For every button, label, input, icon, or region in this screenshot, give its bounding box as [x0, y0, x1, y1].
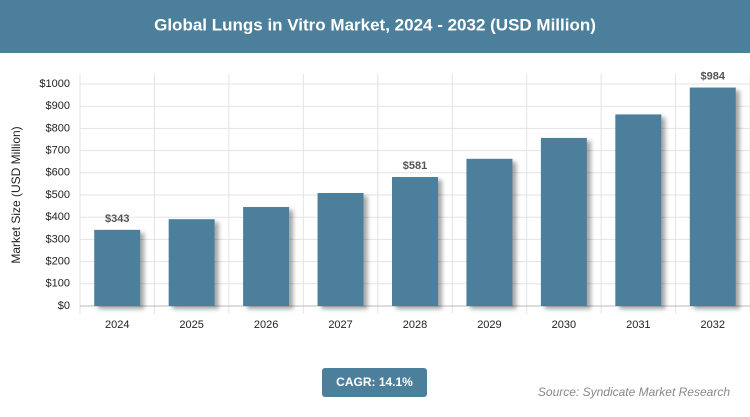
x-tick-label: 2029: [477, 319, 501, 331]
x-tick-label: 2032: [701, 319, 725, 331]
y-tick-label: $400: [46, 211, 70, 223]
value-label: $343: [105, 213, 129, 225]
cagr-text: CAGR: 14.1%: [336, 375, 413, 389]
x-tick-label: 2031: [626, 319, 650, 331]
y-tick-label: $700: [46, 145, 70, 157]
x-tick-label: 2028: [403, 319, 427, 331]
x-tick-label: 2024: [105, 319, 129, 331]
y-axis-label: Market Size (USD Million): [9, 126, 23, 263]
y-tick-label: $200: [46, 256, 70, 268]
y-tick-label: $1000: [39, 78, 70, 90]
value-label: $581: [403, 160, 427, 172]
bar: [466, 158, 513, 306]
bar: [540, 137, 587, 306]
y-tick-label: $0: [58, 300, 70, 312]
y-tick-label: $500: [46, 189, 70, 201]
x-tick-label: 2027: [328, 319, 352, 331]
cagr-badge: [322, 368, 427, 397]
y-tick-label: $900: [46, 100, 70, 112]
bar: [392, 177, 438, 306]
header-band: [0, 0, 750, 53]
y-tick-label: $100: [46, 278, 70, 290]
source-text: Source: Syndicate Market Research: [538, 385, 730, 399]
bar: [168, 219, 215, 306]
y-tick-label: $600: [46, 167, 70, 179]
bar: [317, 193, 364, 306]
y-tick-label: $800: [46, 122, 70, 134]
bar: [615, 114, 662, 306]
x-tick-label: 2025: [179, 319, 203, 331]
value-label: $984: [701, 70, 726, 82]
chart-title: Global Lungs in Vitro Market, 2024 - 203…: [154, 15, 596, 34]
y-tick-label: $300: [46, 233, 70, 245]
bar: [94, 229, 141, 306]
x-tick-label: 2030: [552, 319, 576, 331]
x-tick-label: 2026: [254, 319, 278, 331]
bar: [689, 87, 736, 306]
bar: [243, 206, 290, 306]
